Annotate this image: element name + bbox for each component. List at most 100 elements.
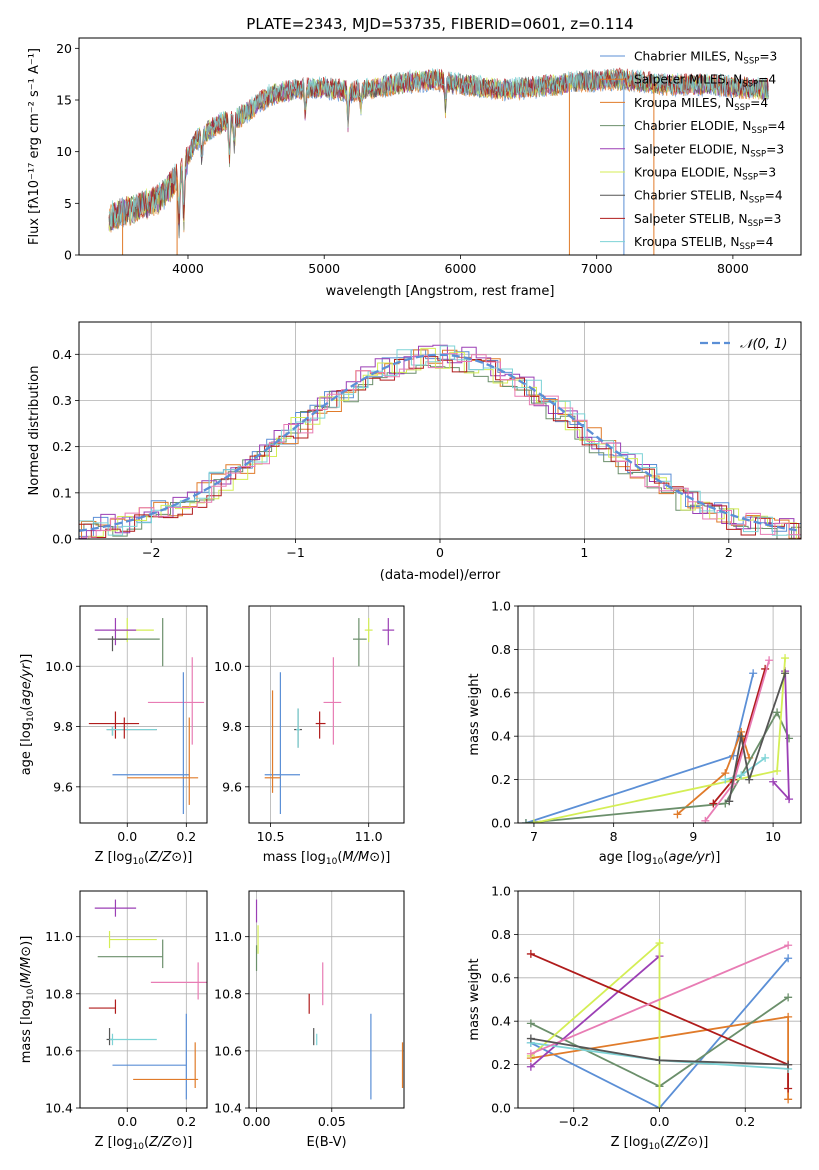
y-tick-label: 0 [64,248,72,263]
y-tick-label: 10.0 [45,659,73,674]
y-tick-label: 10.8 [214,986,242,1001]
normal-curve [79,353,801,533]
x-tick-label: 11.0 [355,829,383,844]
x-tick-label: 0.2 [176,829,196,844]
x-axis-label: Z [log10(Z/Z⊙)] [95,850,193,867]
y-axis-label: mass weight [467,958,482,1040]
y-axis-label: Flux [fλ10⁻¹⁷ erg cm⁻² s⁻¹ A⁻¹] [27,48,42,245]
y-tick-label: 9.6 [222,779,242,794]
weight-marker [784,954,793,963]
histogram-salpeter-elodie [79,344,801,539]
axes-frame [248,890,405,1109]
y-tick-label: 9.8 [53,719,73,734]
x-axis-label: E(B-V) [306,1135,346,1150]
y-tick-label: 0.0 [491,1101,511,1116]
y-tick-label: 10.0 [214,659,242,674]
weight-marker [721,775,730,784]
weight-marker [765,656,774,665]
y-tick-label: 10.6 [45,1043,73,1058]
x-tick-label: 10.5 [257,829,285,844]
histogram-kroupa-stelib [79,345,801,539]
y-tick-label: 0.4 [491,729,511,744]
weight-marker [655,1056,664,1065]
y-tick-label: 20 [56,41,72,56]
x-tick-label: 0.2 [176,1114,196,1129]
x-tick-label: 4000 [172,261,204,276]
weight-line [728,673,786,802]
x-tick-label: 7 [530,829,538,844]
weight-marker [725,797,734,806]
y-tick-label: 0.0 [491,816,511,831]
y-tick-label: 0.6 [491,970,511,985]
weight-line [533,658,786,823]
y-tick-label: 10.6 [214,1043,242,1058]
legend-label: Salpeter ELODIE, NSSP=3 [634,142,784,159]
x-tick-label: −0.2 [559,1114,589,1129]
x-tick-label: −2 [142,545,160,560]
weight-marker [526,949,535,958]
y-tick-label: 9.6 [53,779,73,794]
x-axis-label: (data-model)/error [380,568,501,583]
errorbars [264,618,395,814]
weight-marker [773,708,782,717]
weight-marker [673,810,682,819]
y-tick-label: 5 [64,196,72,211]
y-tick-label: 0.4 [491,1014,511,1029]
y-tick-label: 0.4 [52,347,72,362]
weight-lines [521,654,794,823]
weight-marker [769,777,778,786]
y-tick-label: 1.0 [491,884,511,899]
y-tick-label: 0.1 [52,485,72,500]
x-tick-label: 1 [580,545,588,560]
x-tick-label: 0.2 [735,1114,755,1129]
weight-marker [655,939,664,948]
x-tick-label: 0.0 [117,829,137,844]
weight-marker [785,795,794,804]
weight-line [525,710,790,823]
x-tick-label: 5000 [308,261,340,276]
histogram-pink [81,353,801,538]
weight-marker [761,753,770,762]
weight-marker [521,819,530,823]
axes-frame [248,605,405,824]
y-axis-label: mass [log10(M/M⊙)] [19,936,36,1064]
weight-marker [709,799,718,808]
legend-label: Chabrier MILES, NSSP=3 [634,50,777,67]
y-tick-label: 0.0 [52,532,72,547]
x-tick-label: 0.0 [650,1114,670,1129]
weight-marker [526,1019,535,1028]
x-axis-label: mass [log10(M/M⊙)] [263,850,391,867]
weight-marker [529,819,538,823]
weight-marker [745,775,754,784]
y-axis-label: mass weight [467,673,482,755]
weight-marker [526,1062,535,1071]
spectrum-kroupa-stelib [108,68,769,227]
weight-marker [784,1012,793,1021]
legend-label: Chabrier STELIB, NSSP=4 [634,189,783,206]
weight-marker [781,654,790,663]
y-axis-label: age [log10(age/yr)] [19,654,36,776]
errorbars [255,899,404,1100]
legend-label: Chabrier ELODIE, NSSP=4 [634,119,786,136]
y-tick-label: 10 [56,144,72,159]
axes-frame [517,890,802,1109]
weight-marker [784,941,793,950]
spectrum-salpeter-stelib [108,67,769,228]
axes-frame [78,321,802,540]
legend-label: Salpeter STELIB, NSSP=3 [634,212,781,229]
x-tick-label: 10 [765,829,781,844]
weight-marker [701,816,710,823]
x-tick-label: 9 [689,829,697,844]
weight-marker [784,1095,793,1104]
x-tick-label: 0.00 [243,1114,271,1129]
x-tick-label: −1 [286,545,304,560]
y-tick-label: 11.0 [214,929,242,944]
y-tick-label: 10.4 [214,1101,242,1116]
y-tick-label: 11.0 [45,929,73,944]
x-axis-label: Z [log10(Z/Z⊙)] [611,1135,709,1152]
spectrum-lines [108,67,769,255]
y-tick-label: 0.3 [52,393,72,408]
y-tick-label: 0.2 [491,772,511,787]
x-tick-label: 0 [436,545,444,560]
